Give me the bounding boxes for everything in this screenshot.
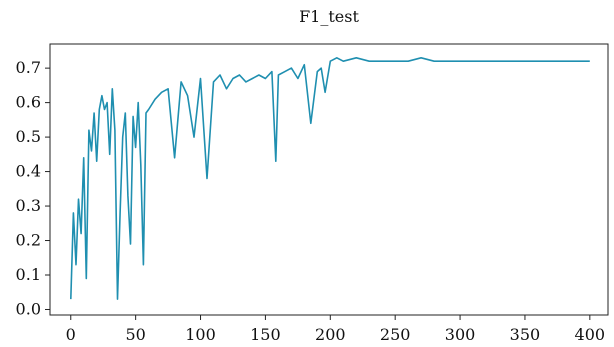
x-tick-label: 150: [250, 325, 281, 344]
x-tick-label: 350: [510, 325, 541, 344]
y-tick-label: 0.4: [16, 162, 41, 181]
x-tick-label: 0: [66, 325, 76, 344]
x-tick-label: 100: [185, 325, 216, 344]
chart-title: F1_test: [299, 7, 359, 26]
plot-area-frame: [49, 43, 609, 316]
y-axis: 0.0 0.1 0.2 0.3 0.4 0.5 0.6 0.7: [16, 58, 50, 318]
x-axis: 0 50 100 150 200 250 300 350 400: [66, 315, 605, 344]
y-tick-label: 0.0: [16, 299, 41, 318]
y-tick-label: 0.7: [16, 58, 41, 77]
x-tick-label: 200: [315, 325, 346, 344]
series-layer: [70, 56, 590, 300]
y-tick-label: 0.1: [16, 265, 41, 284]
y-tick-label: 0.2: [16, 231, 41, 250]
y-tick-label: 0.6: [16, 93, 41, 112]
x-tick-label: 400: [575, 325, 606, 344]
x-tick-label: 50: [125, 325, 145, 344]
x-tick-label: 250: [380, 325, 411, 344]
y-tick-label: 0.5: [16, 127, 41, 146]
x-tick-label: 300: [445, 325, 476, 344]
y-tick-label: 0.3: [16, 196, 41, 215]
series-line: [70, 56, 590, 300]
